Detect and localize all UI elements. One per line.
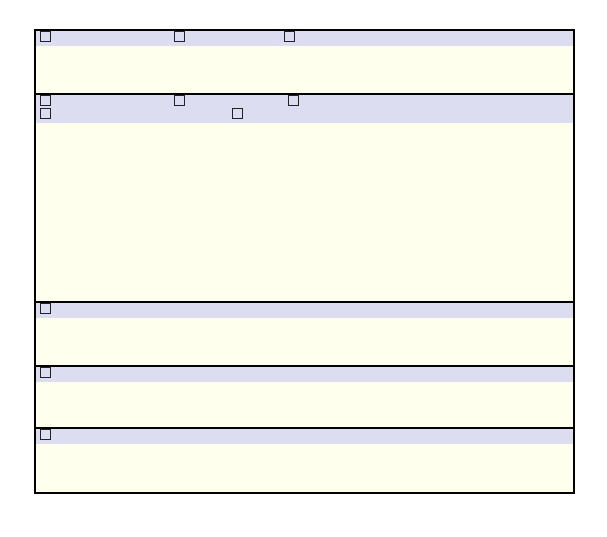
divergence-swatch bbox=[284, 31, 295, 42]
rsi-panel bbox=[34, 427, 575, 494]
volume-swatch bbox=[232, 108, 243, 119]
rsi-swatch bbox=[40, 429, 51, 440]
legend-item bbox=[40, 31, 56, 46]
legend-item bbox=[40, 367, 56, 382]
closing-price-swatch bbox=[288, 95, 299, 106]
tma10-swatch bbox=[40, 95, 51, 106]
legend-item bbox=[174, 95, 190, 110]
legend-item bbox=[284, 31, 300, 46]
macd-legend bbox=[36, 31, 573, 46]
legend-item bbox=[40, 429, 56, 444]
legend-item bbox=[40, 108, 56, 123]
tma25-swatch bbox=[174, 95, 185, 106]
macd-swatch bbox=[40, 31, 51, 42]
mfi-panel bbox=[34, 301, 575, 367]
mfi-swatch bbox=[40, 303, 51, 314]
momentum-swatch bbox=[40, 367, 51, 378]
momentum-panel bbox=[34, 365, 575, 429]
legend-item bbox=[174, 31, 190, 46]
exp-swatch bbox=[174, 31, 185, 42]
momentum-legend bbox=[36, 367, 573, 382]
bottom-divider bbox=[0, 530, 607, 533]
bollinger-swatch bbox=[40, 108, 51, 119]
price-panel bbox=[34, 93, 575, 303]
legend-item bbox=[288, 95, 304, 110]
legend-item bbox=[232, 108, 248, 123]
price-legend bbox=[36, 95, 573, 123]
rsi-legend bbox=[36, 429, 573, 444]
legend-item bbox=[40, 303, 56, 318]
macd-panel bbox=[34, 29, 575, 95]
mfi-legend bbox=[36, 303, 573, 318]
